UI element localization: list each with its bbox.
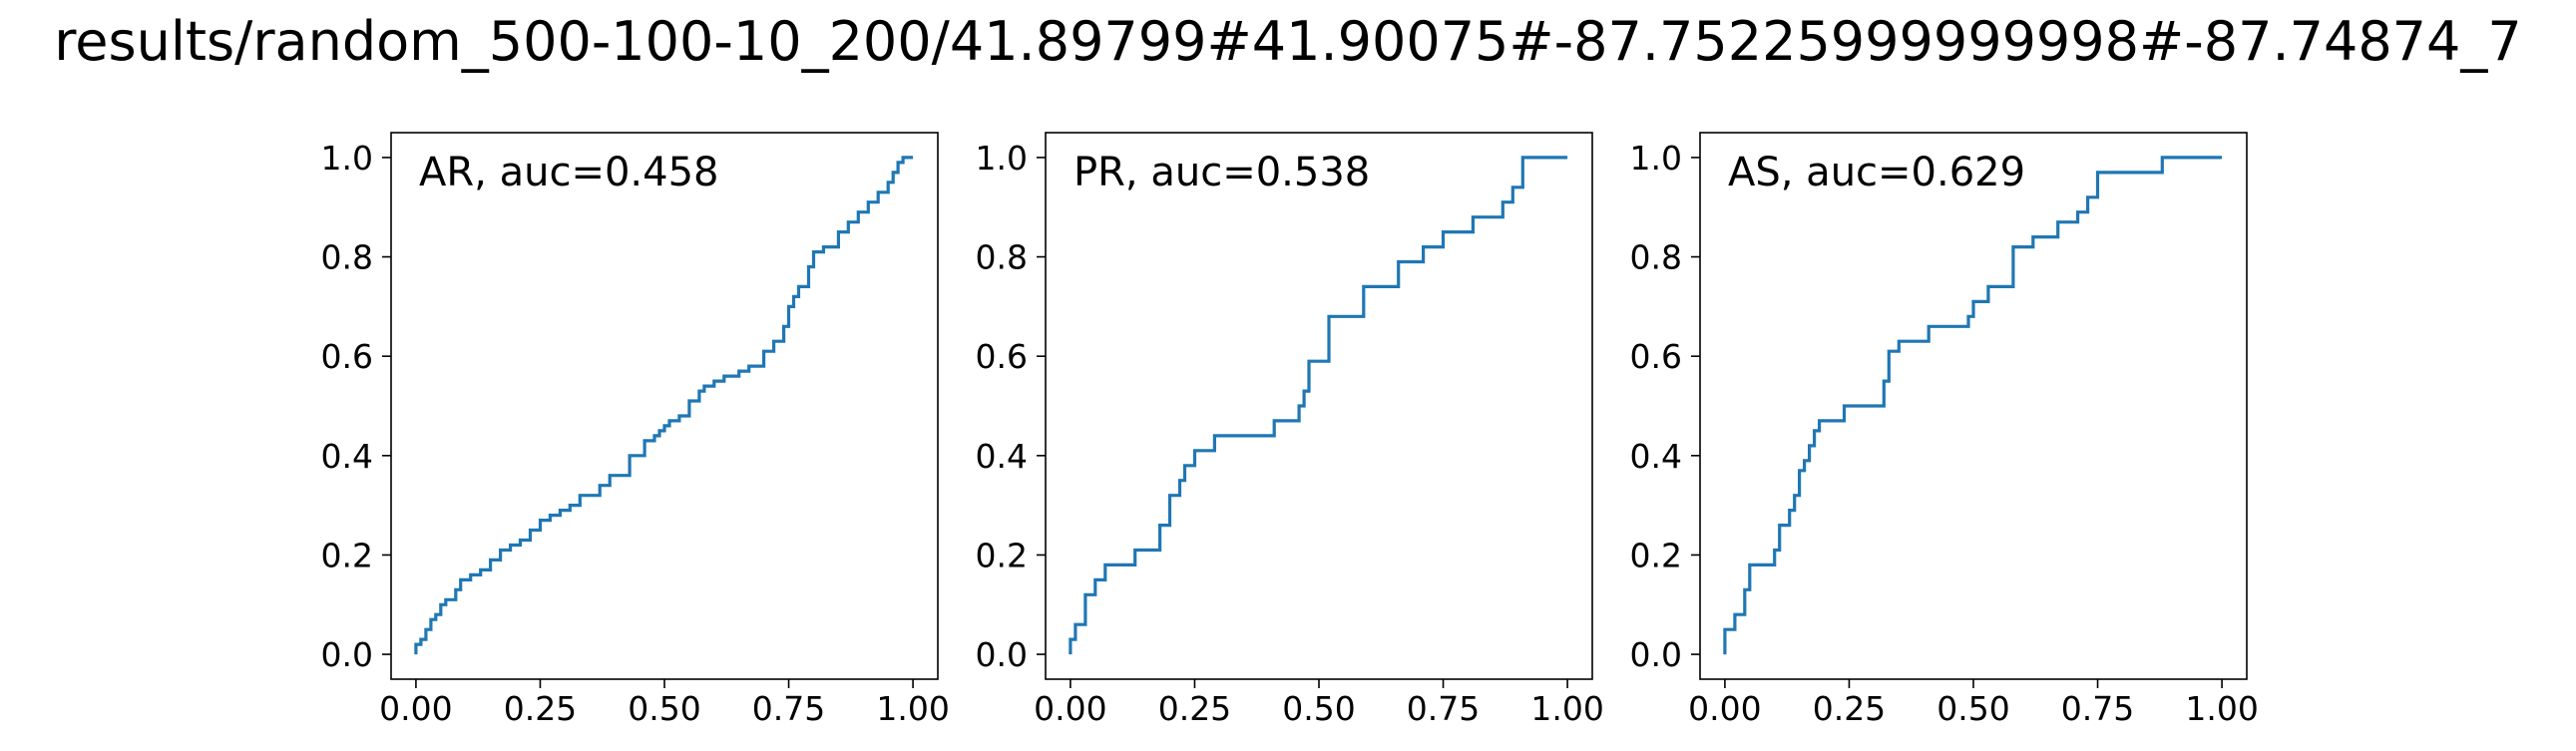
subplot-2: 0.00 0.25 0.50 0.75 1.00 0.0 0.2 0.4 0.6 0.8 1.0 PR… [976,132,1604,728]
x-tick-label: 0.25 [1813,689,1886,728]
y-tick-label: 1.0 [321,139,373,178]
x-tick-label: 1.00 [1530,689,1603,728]
subplot-title: AS, auc=0.629 [1728,150,2025,195]
y-tick-label: 0.2 [976,536,1028,574]
y-tick-label: 0.6 [321,337,373,376]
x-tick-label: 0.75 [752,689,825,728]
y-tick-label: 0.2 [1630,536,1682,574]
y-tick-label: 1.0 [976,139,1028,178]
x-tick-label: 0.75 [2061,689,2134,728]
y-tick-label: 0.8 [321,238,373,277]
x-tick-label: 0.50 [1282,689,1355,728]
axes-frame [1699,132,2248,680]
y-tick-label: 0.0 [1630,635,1682,674]
y-tick-label: 0.8 [1630,238,1682,277]
x-tick-label: 0.00 [1034,689,1106,728]
axes-frame [1045,132,1593,680]
y-tick-label: 0.2 [321,536,373,574]
subplot-1: 0.00 0.25 0.50 0.75 1.00 0.0 0.2 0.4 0.6 0.8 1.0 AR… [321,132,950,728]
y-tick-label: 0.6 [1630,337,1682,376]
y-tick-label: 0.4 [976,437,1028,476]
subplot-title: AR, auc=0.458 [419,150,718,195]
y-tick-label: 0.6 [976,337,1028,376]
x-tick-label: 1.00 [876,689,949,728]
x-tick-label: 0.50 [1936,689,2009,728]
x-tick-label: 1.00 [2185,689,2258,728]
x-tick-label: 0.50 [628,689,700,728]
figure-title: results/random_500-100-10_200/41.89799#4… [54,10,2522,73]
y-tick-label: 0.4 [321,437,373,476]
x-tick-label: 0.00 [379,689,452,728]
roc-step-line [1069,156,1568,655]
roc-step-line [1723,156,2223,655]
y-tick-label: 0.0 [976,635,1028,674]
subplot-3: 0.00 0.25 0.50 0.75 1.00 0.0 0.2 0.4 0.6 0.8 1.0 AS… [1630,132,2259,728]
y-tick-label: 0.0 [321,635,373,674]
y-tick-label: 0.8 [976,238,1028,277]
subplot-title: PR, auc=0.538 [1073,150,1370,195]
x-tick-label: 0.25 [504,689,577,728]
y-tick-label: 0.4 [1630,437,1682,476]
y-tick-label: 1.0 [1630,139,1682,178]
x-tick-label: 0.00 [1688,689,1761,728]
axes-frame [390,132,939,680]
x-tick-label: 0.25 [1158,689,1231,728]
roc-step-line [414,156,914,655]
x-tick-label: 0.75 [1407,689,1480,728]
